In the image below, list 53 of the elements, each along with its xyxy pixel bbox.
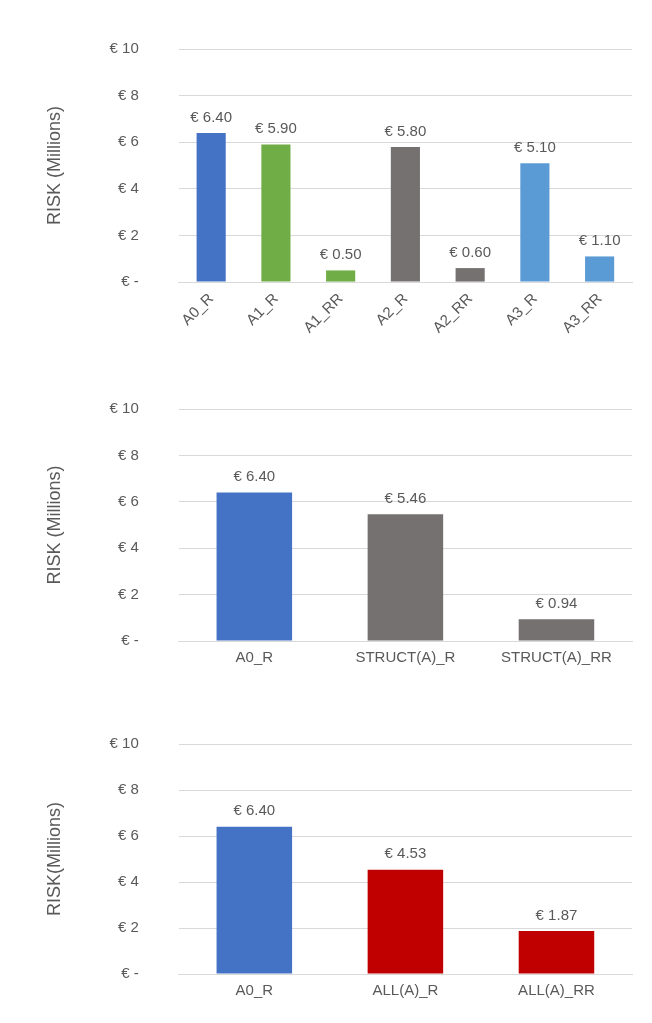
bar xyxy=(518,930,595,974)
data-label: € 1.10 xyxy=(578,231,621,249)
y-tick-label: € 4 xyxy=(117,178,139,196)
data-label: € 1.87 xyxy=(535,905,578,923)
data-label: € 5.80 xyxy=(384,121,427,139)
bar xyxy=(216,826,293,974)
y-tick-label: € 10 xyxy=(109,39,139,57)
bar xyxy=(367,869,444,974)
y-tick-label: € - xyxy=(121,964,139,982)
y-tick-label: € 4 xyxy=(117,538,139,556)
y-tick-label: € 10 xyxy=(109,734,139,752)
bar xyxy=(518,619,595,641)
data-label: € 0.50 xyxy=(319,245,362,263)
y-tick-label: € 2 xyxy=(117,584,139,602)
bar xyxy=(455,268,485,282)
y-tick-label: € - xyxy=(121,272,139,290)
x-tick-label: A0_R xyxy=(235,981,274,999)
bar xyxy=(261,144,291,282)
x-tick-label: STRUCT(A)_R xyxy=(355,648,456,666)
y-axis-title: RISK (Millions) xyxy=(43,106,64,226)
y-tick-label: € 8 xyxy=(117,85,139,103)
data-label: € 0.94 xyxy=(535,593,578,611)
y-tick-label: € 6 xyxy=(117,826,139,844)
data-label: € 6.40 xyxy=(190,107,233,125)
bar xyxy=(390,146,420,282)
y-tick-label: € 6 xyxy=(117,132,139,150)
data-label: € 5.10 xyxy=(514,137,556,155)
x-tick-label: STRUCT(A)_RR xyxy=(501,648,613,666)
y-axis-title: RISK(Millions) xyxy=(43,801,64,917)
bar xyxy=(216,492,293,641)
bar xyxy=(367,514,444,641)
data-label: € 5.90 xyxy=(255,119,297,137)
x-tick-label: ALL(A)_R xyxy=(372,981,439,999)
x-tick-label: A0_R xyxy=(235,648,274,666)
y-tick-label: € 8 xyxy=(117,780,139,798)
y-tick-label: € 2 xyxy=(117,225,139,243)
y-tick-label: € 10 xyxy=(109,399,139,417)
data-label: € 6.40 xyxy=(233,467,276,485)
bar xyxy=(585,256,615,282)
y-tick-label: € - xyxy=(121,631,139,649)
data-label: € 4.53 xyxy=(384,844,427,862)
y-axis-title: RISK (Millions) xyxy=(43,465,64,585)
bar xyxy=(196,132,226,282)
y-tick-label: € 4 xyxy=(117,872,139,890)
y-tick-label: € 6 xyxy=(117,491,139,509)
data-label: € 6.40 xyxy=(233,801,276,819)
bar xyxy=(520,163,550,282)
data-label: € 5.46 xyxy=(384,488,427,506)
data-label: € 0.60 xyxy=(449,242,491,260)
x-tick-label: ALL(A)_RR xyxy=(518,981,595,999)
bar xyxy=(326,270,356,282)
y-tick-label: € 8 xyxy=(117,445,139,463)
y-tick-label: € 2 xyxy=(117,918,139,936)
